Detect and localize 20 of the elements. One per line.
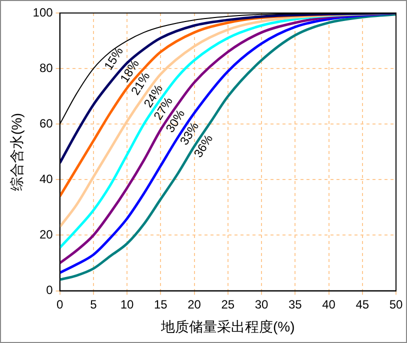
y-tick-label: 100 <box>32 5 54 20</box>
x-tick-label: 5 <box>90 297 98 312</box>
x-tick-label: 35 <box>288 297 302 312</box>
x-tick-label: 45 <box>356 297 370 312</box>
y-tick-label: 80 <box>39 60 54 75</box>
x-axis-title: 地质储量采出程度(%) <box>160 318 295 334</box>
y-tick-label: 40 <box>39 172 54 186</box>
x-tick-label: 40 <box>322 297 336 312</box>
line-series <box>60 13 396 164</box>
x-tick-label: 50 <box>389 297 403 312</box>
x-tick-label: 15 <box>154 297 168 312</box>
x-tick-label: 0 <box>56 297 64 312</box>
y-tick-label: 60 <box>39 116 54 130</box>
x-tick-label: 25 <box>221 297 235 312</box>
x-tick-label: 10 <box>120 297 134 312</box>
y-axis-title: 综合含水(%) <box>8 113 24 191</box>
y-tick-label: 20 <box>39 228 54 242</box>
x-tick-label: 20 <box>188 297 202 312</box>
y-tick-label: 0 <box>46 283 54 298</box>
x-tick-label: 30 <box>254 297 269 312</box>
